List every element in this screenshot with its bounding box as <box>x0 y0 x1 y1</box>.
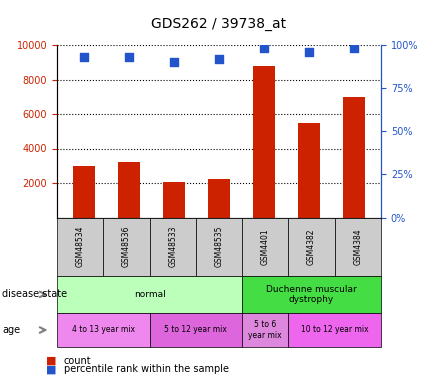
Text: GSM48536: GSM48536 <box>122 226 131 267</box>
Text: Duchenne muscular
dystrophy: Duchenne muscular dystrophy <box>266 285 357 304</box>
Text: GSM48533: GSM48533 <box>168 226 177 267</box>
Bar <box>163 182 185 218</box>
Point <box>306 49 313 55</box>
Bar <box>253 66 275 218</box>
Bar <box>298 123 320 218</box>
Text: GSM48535: GSM48535 <box>215 226 223 267</box>
Point <box>170 59 177 65</box>
Text: GSM48534: GSM48534 <box>76 226 85 267</box>
Point <box>261 45 268 51</box>
Bar <box>208 179 230 218</box>
Text: ■: ■ <box>46 364 57 374</box>
Text: age: age <box>2 325 20 335</box>
Bar <box>118 162 140 218</box>
Text: 4 to 13 year mix: 4 to 13 year mix <box>72 326 135 334</box>
Point <box>81 54 88 60</box>
Text: percentile rank within the sample: percentile rank within the sample <box>64 364 229 374</box>
Text: GDS262 / 39738_at: GDS262 / 39738_at <box>152 17 286 31</box>
Text: 10 to 12 year mix: 10 to 12 year mix <box>301 326 368 334</box>
Text: 5 to 12 year mix: 5 to 12 year mix <box>164 326 227 334</box>
Text: count: count <box>64 356 91 366</box>
Text: disease state: disease state <box>2 290 67 299</box>
Point <box>350 45 357 51</box>
Bar <box>73 166 95 218</box>
Point <box>125 54 132 60</box>
Point <box>215 56 223 62</box>
Text: GSM4401: GSM4401 <box>261 228 270 265</box>
Text: GSM4384: GSM4384 <box>353 228 362 265</box>
Text: normal: normal <box>134 290 166 299</box>
Text: GSM4382: GSM4382 <box>307 228 316 265</box>
Bar <box>343 97 365 218</box>
Text: 5 to 6
year mix: 5 to 6 year mix <box>248 320 282 340</box>
Text: ■: ■ <box>46 356 57 366</box>
